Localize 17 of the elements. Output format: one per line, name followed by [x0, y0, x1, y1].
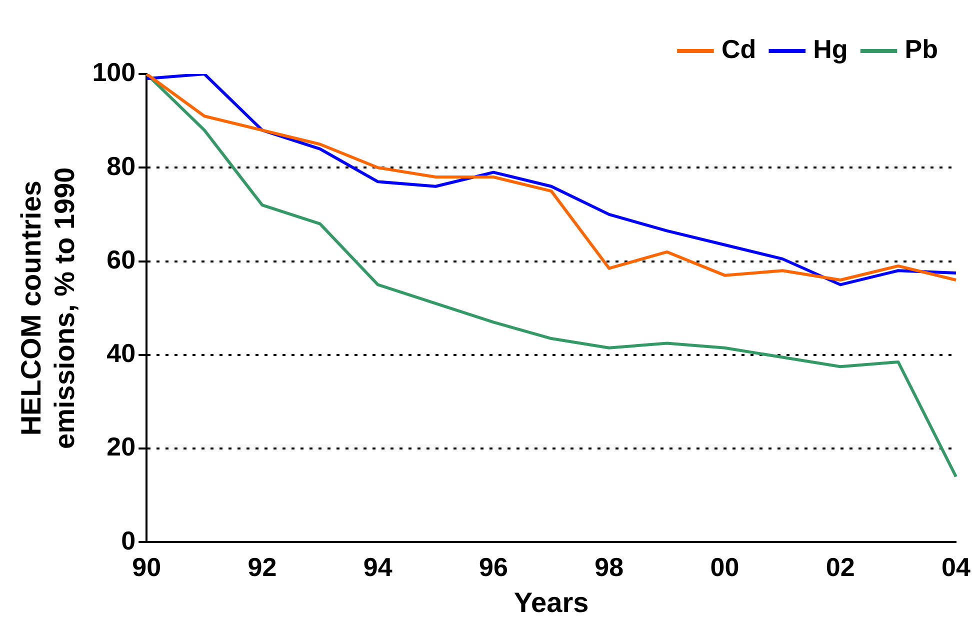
x-tick-label: 92 [248, 552, 277, 582]
x-tick-label: 04 [942, 552, 971, 582]
x-tick-label: 94 [363, 552, 393, 582]
legend-label: Pb [904, 34, 938, 64]
x-axis-title: Years [514, 586, 589, 618]
y-tick-label: 100 [92, 57, 136, 88]
x-tick-label: 96 [479, 552, 508, 582]
y-tick-label: 80 [106, 150, 136, 181]
y-tick-label: 60 [106, 244, 136, 274]
x-tick-label: 00 [710, 552, 740, 582]
y-axis-title: HELCOM countries emissions, % to 1990 [16, 167, 80, 449]
y-tick-label: 40 [106, 338, 136, 368]
legend-label: Hg [813, 34, 848, 64]
legend-label: Cd [721, 34, 756, 64]
y-tick-label: 20 [106, 432, 136, 462]
x-tick-label: 98 [594, 552, 624, 582]
x-tick-label: 02 [826, 552, 855, 582]
